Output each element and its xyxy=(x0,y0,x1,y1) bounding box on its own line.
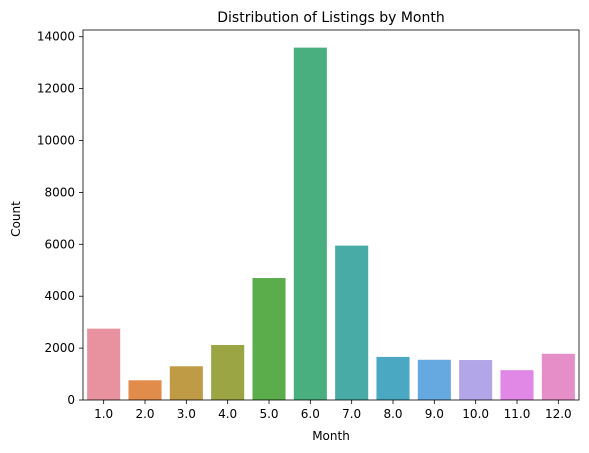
y-tick-label: 2000 xyxy=(44,341,75,355)
bar-11.0 xyxy=(500,370,534,400)
bar-8.0 xyxy=(376,356,410,400)
bar-5.0 xyxy=(252,278,286,400)
bar-3.0 xyxy=(169,366,203,400)
bar-6.0 xyxy=(293,47,327,400)
y-tick-label: 10000 xyxy=(37,134,75,148)
x-tick-label: 6.0 xyxy=(301,407,320,421)
y-tick-label: 4000 xyxy=(44,289,75,303)
x-tick-label: 9.0 xyxy=(425,407,444,421)
x-tick-label: 7.0 xyxy=(342,407,361,421)
x-tick-label: 4.0 xyxy=(218,407,237,421)
y-tick-label: 0 xyxy=(67,393,75,407)
bar-1.0 xyxy=(87,328,121,400)
x-axis-label: Month xyxy=(312,429,350,443)
y-tick-label: 14000 xyxy=(37,30,75,44)
x-tick-label: 3.0 xyxy=(177,407,196,421)
x-tick-label: 12.0 xyxy=(545,407,572,421)
bar-2.0 xyxy=(128,380,162,400)
y-tick-label: 8000 xyxy=(44,185,75,199)
x-tick-label: 5.0 xyxy=(259,407,278,421)
y-axis-label: Count xyxy=(9,201,23,237)
chart-title: Distribution of Listings by Month xyxy=(217,10,444,26)
bar-7.0 xyxy=(335,245,369,400)
x-tick-label: 10.0 xyxy=(462,407,489,421)
bar-10.0 xyxy=(459,360,493,400)
bar-12.0 xyxy=(541,353,575,400)
bars-group xyxy=(87,47,575,400)
bar-4.0 xyxy=(211,344,245,400)
y-tick-label: 6000 xyxy=(44,237,75,251)
x-axis-ticks: 1.0 2.0 3.0 4.0 5.0 6.0 7.0 8.0 9.0 10.0 11.0 12.0 xyxy=(94,400,572,421)
plot-frame xyxy=(82,29,580,401)
x-tick-label: 11.0 xyxy=(504,407,531,421)
x-tick-label: 8.0 xyxy=(383,407,402,421)
y-axis-ticks: 0 2000 4000 6000 8000 10000 12000 14000 xyxy=(37,30,83,407)
x-tick-label: 1.0 xyxy=(94,407,113,421)
y-tick-label: 12000 xyxy=(37,82,75,96)
x-tick-label: 2.0 xyxy=(135,407,154,421)
bar-9.0 xyxy=(417,359,451,400)
